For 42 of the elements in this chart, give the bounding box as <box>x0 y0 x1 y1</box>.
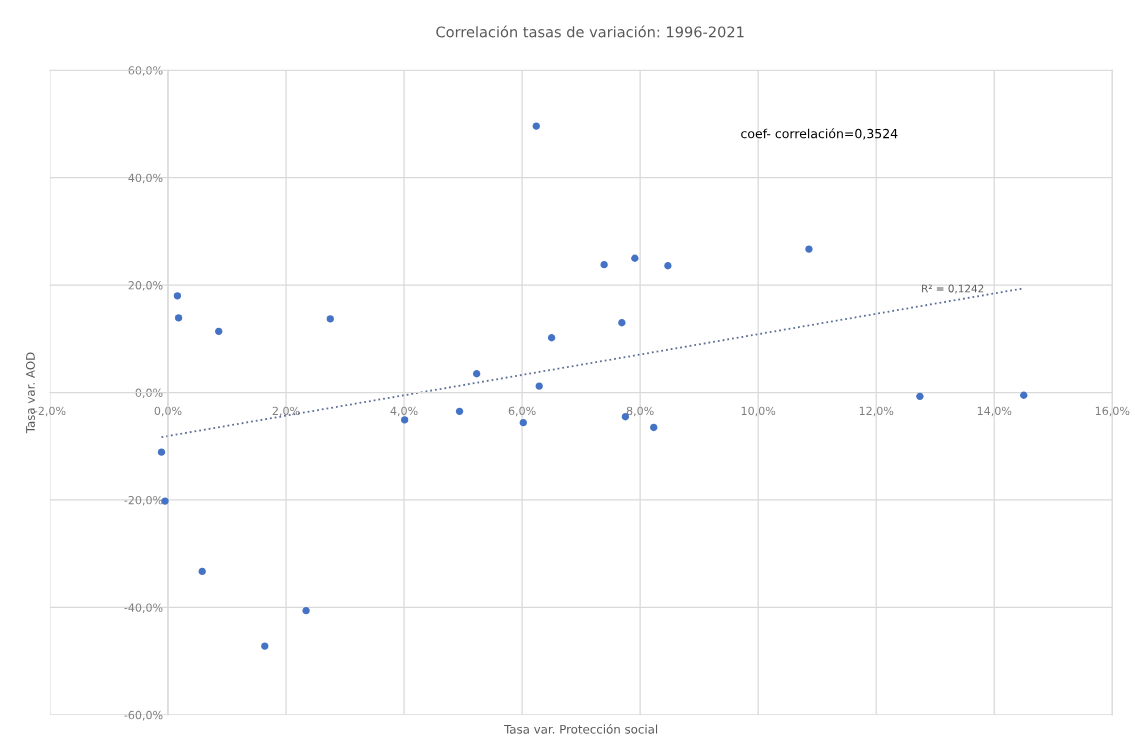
y-tick-label: -60,0% <box>124 710 163 721</box>
x-axis-title: Tasa var. Protección social <box>504 724 658 734</box>
annotation: coef- correlación=0,3524 <box>741 128 898 140</box>
x-tick-label: 8,0% <box>626 406 654 417</box>
x-tick-label: 10,0% <box>741 406 776 417</box>
point <box>631 254 639 262</box>
annotation: R² = 0,1242 <box>922 284 984 294</box>
point <box>650 423 658 432</box>
point <box>174 314 183 322</box>
x-tick-label: -2,0% <box>34 406 66 417</box>
point <box>455 407 464 416</box>
point <box>198 567 206 576</box>
x-tick-label: 0,0% <box>154 406 182 417</box>
y-tick-label: 40,0% <box>128 173 163 184</box>
x-tick-label: 12,0% <box>859 406 894 417</box>
point <box>519 418 527 427</box>
point <box>326 315 334 323</box>
chart-title: Correlación tasas de variación: 1996-2021 <box>436 25 744 38</box>
y-tick-label: 60,0% <box>128 66 163 76</box>
point <box>618 319 626 327</box>
point <box>472 370 481 378</box>
point <box>600 261 608 269</box>
point <box>916 392 924 400</box>
x-tick-label: 6,0% <box>508 406 536 417</box>
x-tick-label: 14,0% <box>977 406 1012 417</box>
y-axis-title: Tasa var. AOD <box>25 352 35 434</box>
x-tick-label: 16,0% <box>1095 406 1130 417</box>
point <box>547 334 556 342</box>
point <box>215 327 223 335</box>
point <box>173 292 182 300</box>
x-tick-label: 2,0% <box>272 406 300 417</box>
point <box>535 382 543 390</box>
point <box>664 262 672 270</box>
point <box>1020 391 1028 399</box>
y-tick-label: 20,0% <box>128 281 163 291</box>
point <box>805 245 813 253</box>
x-tick-label: 4,0% <box>390 406 418 417</box>
point <box>157 448 166 456</box>
y-tick-label: -40,0% <box>124 603 163 613</box>
point <box>532 122 540 130</box>
point <box>261 642 269 650</box>
point <box>302 606 310 615</box>
